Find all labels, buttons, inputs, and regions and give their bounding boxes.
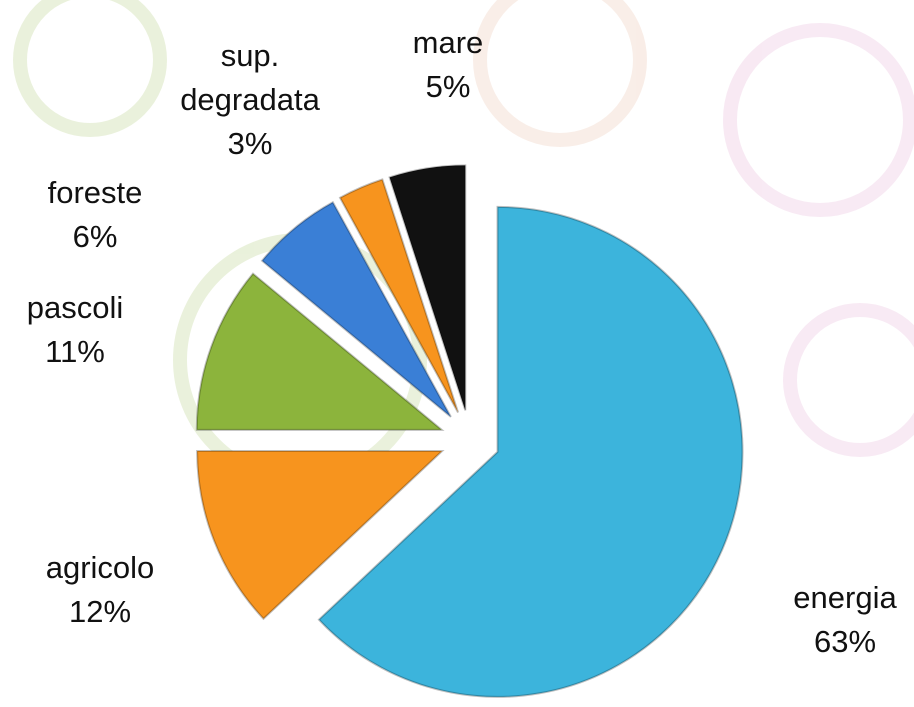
slice-label: sup. degradata 3% xyxy=(170,34,330,166)
pie-slice xyxy=(196,450,445,621)
pie-slice xyxy=(195,272,445,431)
slice-label: foreste 6% xyxy=(15,171,175,259)
slice-label: energia 63% xyxy=(765,576,914,664)
value-label: 5% xyxy=(425,69,471,104)
value-label: 63% xyxy=(813,624,877,659)
pie xyxy=(195,164,744,698)
pie-slice xyxy=(388,164,467,411)
category-label: foreste xyxy=(47,175,143,210)
slice-label: mare 5% xyxy=(368,21,528,109)
category-label: pascoli xyxy=(26,290,124,325)
value-label: 3% xyxy=(227,126,273,161)
value-label: 11% xyxy=(45,334,105,369)
pie-slice xyxy=(260,200,452,418)
category-label: mare xyxy=(412,25,484,60)
pie-slice xyxy=(338,178,460,413)
slice-label: pascoli 11% xyxy=(0,286,155,374)
category-label: agricolo xyxy=(45,550,155,585)
category-label: sup. degradata xyxy=(180,38,320,117)
value-label: 6% xyxy=(72,219,118,254)
slice-label: agricolo 12% xyxy=(20,546,180,634)
pie-slice xyxy=(317,205,744,698)
category-label: energia xyxy=(793,580,897,615)
value-label: 12% xyxy=(68,594,132,629)
